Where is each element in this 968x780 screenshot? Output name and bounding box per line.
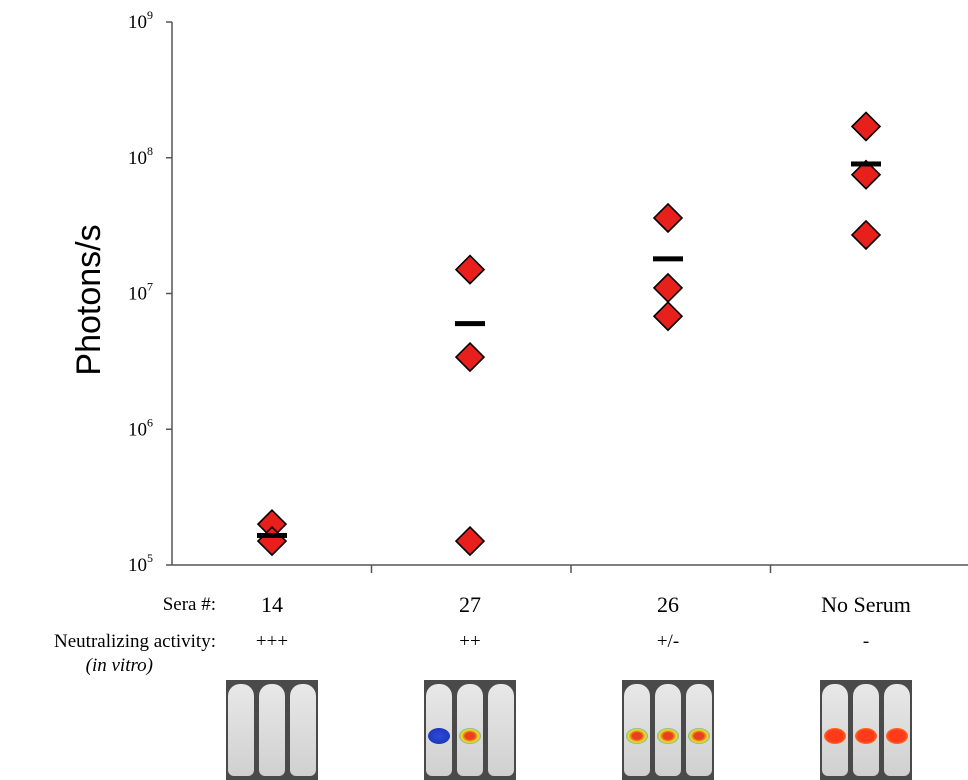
signal-blob [428,728,451,744]
mouse [426,684,453,776]
data-point [454,254,486,285]
mean-bar [851,161,881,167]
mouse [228,684,255,776]
signal-blob [626,728,649,744]
data-point [454,525,486,557]
signal-blob [656,728,679,744]
mouse [456,684,483,776]
mean-bar [257,532,287,538]
axes: 105 106 107 108 109 [128,8,968,576]
activity-value: +++ [255,631,289,652]
data-point [454,341,486,373]
data-point [652,301,684,332]
mouse-image [820,680,912,780]
y-tick-label: 109 [128,8,153,33]
signal-blob [824,728,847,744]
y-tick-label: 106 [128,415,153,440]
data-point [256,525,288,557]
category-label: 27 [459,592,481,617]
mouse [852,684,879,776]
data-point [850,159,882,190]
category-label: 14 [261,592,283,617]
category-label: 26 [657,592,679,617]
mouse [883,684,910,776]
activity-value: - [862,631,870,652]
mean-bar [653,256,683,262]
activity-value: ++ [459,631,481,652]
chart: 105 106 107 108 109 Photons/s [70,8,968,576]
activity-row-sublabel: (in vitro) [85,655,153,676]
mouse [258,684,285,776]
mouse [487,684,514,776]
signal-blob [458,728,481,744]
mouse [624,684,651,776]
data-point [652,272,684,304]
y-tick-label: 105 [128,551,153,576]
data-point [850,111,882,142]
category-label: No Serum [821,592,911,617]
mean-bar [455,321,485,327]
signal-blob [885,728,908,744]
activity-value: +/- [656,631,680,652]
signal-blob [687,728,710,744]
data-point [652,202,684,234]
mouse-image [622,680,714,780]
mouse [654,684,681,776]
y-tick-label: 107 [128,280,153,305]
y-tick-label: 108 [128,144,153,169]
data-point [850,219,882,251]
y-axis-label: Photons/s [70,224,108,375]
signal-blob [854,728,877,744]
mouse [822,684,849,776]
mouse [289,684,316,776]
mouse [685,684,712,776]
sera-row-label: Sera #: [162,594,216,615]
activity-row-label: Neutralizing activity: [54,631,216,652]
mouse-image [424,680,516,780]
mouse-image [226,680,318,780]
data-marks [256,111,882,557]
